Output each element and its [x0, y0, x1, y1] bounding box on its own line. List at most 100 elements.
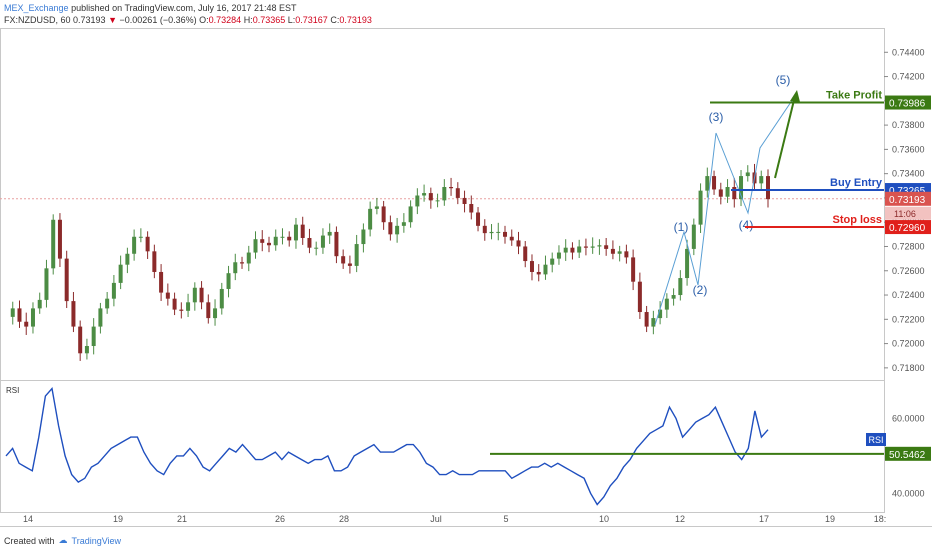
rsi-pane-title: RSI	[6, 386, 19, 395]
price-candle	[78, 326, 83, 354]
price-candle	[610, 248, 615, 254]
price-candle	[395, 225, 400, 235]
price-candle	[536, 271, 541, 275]
price-candle	[631, 257, 636, 282]
price-candle	[71, 301, 76, 327]
last-price-text: 0.73193	[889, 195, 926, 206]
low-value: 0.73167	[295, 15, 328, 25]
open-label: O:	[199, 15, 209, 25]
publish-line: MEX_Exchange published on TradingView.co…	[4, 2, 372, 14]
price-candle	[30, 308, 35, 327]
price-candle	[624, 251, 629, 258]
price-candle	[293, 224, 298, 241]
price-candle	[469, 204, 474, 213]
price-candle	[10, 308, 15, 317]
price-candle	[644, 312, 649, 327]
price-candle	[354, 244, 359, 266]
price-candle	[213, 308, 218, 319]
price-candle	[240, 262, 245, 264]
price-candle	[705, 176, 710, 191]
time-tick-label: 18:	[874, 514, 887, 524]
high-label: H:	[243, 15, 253, 25]
price-candle	[651, 318, 656, 327]
stop-loss-price-text: 0.72960	[889, 223, 926, 234]
price-candle	[152, 251, 157, 272]
price-candle	[287, 236, 292, 241]
price-candle	[685, 248, 690, 279]
time-tick-label: 19	[113, 514, 123, 524]
price-candle	[455, 188, 460, 198]
price-candle	[745, 172, 750, 177]
price-candle	[280, 236, 285, 238]
price-candle	[476, 212, 481, 226]
buy-entry-label: Buy Entry	[830, 177, 883, 189]
chart-header: MEX_Exchange published on TradingView.co…	[4, 2, 372, 26]
price-candle	[543, 264, 548, 275]
price-candle	[273, 236, 278, 246]
wave-label: (5)	[776, 73, 791, 87]
price-candle	[570, 247, 575, 253]
price-candle	[678, 278, 683, 296]
price-candle	[172, 298, 177, 310]
price-candle	[462, 197, 467, 204]
time-tick-label: 21	[177, 514, 187, 524]
price-tick-label: 0.73600	[892, 144, 925, 154]
price-candle	[381, 206, 386, 223]
price-candle	[159, 271, 164, 293]
tradingview-cloud-icon: ☁	[58, 535, 68, 545]
time-tick-label: 19	[825, 514, 835, 524]
price-candle	[307, 237, 312, 248]
price-candle	[449, 187, 454, 189]
price-candle	[260, 239, 265, 243]
price-tick-label: 0.72800	[892, 241, 925, 251]
price-candle	[732, 187, 737, 200]
target-arrow-head	[790, 90, 800, 102]
price-candle	[698, 190, 703, 225]
time-tick-label: 26	[275, 514, 285, 524]
down-arrow-icon: ▼	[108, 15, 118, 25]
price-candle	[503, 231, 508, 237]
price-candle	[368, 208, 373, 230]
price-candle	[320, 235, 325, 248]
take-profit-label: Take Profit	[826, 90, 882, 102]
price-candle	[347, 263, 352, 266]
price-change: −0.00261 (−0.36%)	[119, 15, 197, 25]
tradingview-brand[interactable]: TradingView	[71, 535, 122, 546]
publisher-link[interactable]: MEX_Exchange	[4, 3, 69, 13]
close-label: C:	[330, 15, 340, 25]
wave-label: (4)	[739, 218, 754, 232]
countdown-badge	[885, 206, 931, 220]
wave-label: (3)	[709, 110, 724, 124]
rsi-level-badge	[885, 446, 931, 461]
price-candle	[637, 281, 642, 313]
price-candle	[246, 252, 251, 264]
price-candle	[57, 219, 62, 259]
rsi-badge	[866, 433, 886, 446]
price-candle	[739, 176, 744, 200]
price-candle	[550, 258, 555, 265]
price-candle	[84, 346, 89, 354]
price-candle	[556, 252, 561, 259]
price-candle	[415, 195, 420, 207]
wave-label: (2)	[693, 283, 708, 297]
rsi-tick-label: 60.0000	[892, 413, 925, 423]
price-candle	[664, 298, 669, 310]
price-candle	[111, 282, 116, 299]
price-candle	[192, 287, 197, 303]
price-candle	[597, 245, 602, 247]
price-candle	[590, 246, 595, 248]
ohlc-line: FX:NZDUSD, 60 0.73193 ▼ −0.00261 (−0.36%…	[4, 14, 372, 26]
price-candle	[91, 326, 96, 347]
price-candle	[51, 219, 56, 269]
price-candle	[334, 231, 339, 257]
rsi-line	[5, 386, 769, 506]
price-tick-label: 0.72600	[892, 266, 925, 276]
last-price-badge	[885, 191, 931, 206]
price-candle	[617, 251, 622, 254]
price-candle	[401, 222, 406, 226]
stop-loss-price-badge	[885, 220, 931, 235]
price-candle	[516, 240, 521, 247]
rsi-level-text: 50.5462	[889, 450, 926, 461]
price-candle	[233, 262, 238, 274]
